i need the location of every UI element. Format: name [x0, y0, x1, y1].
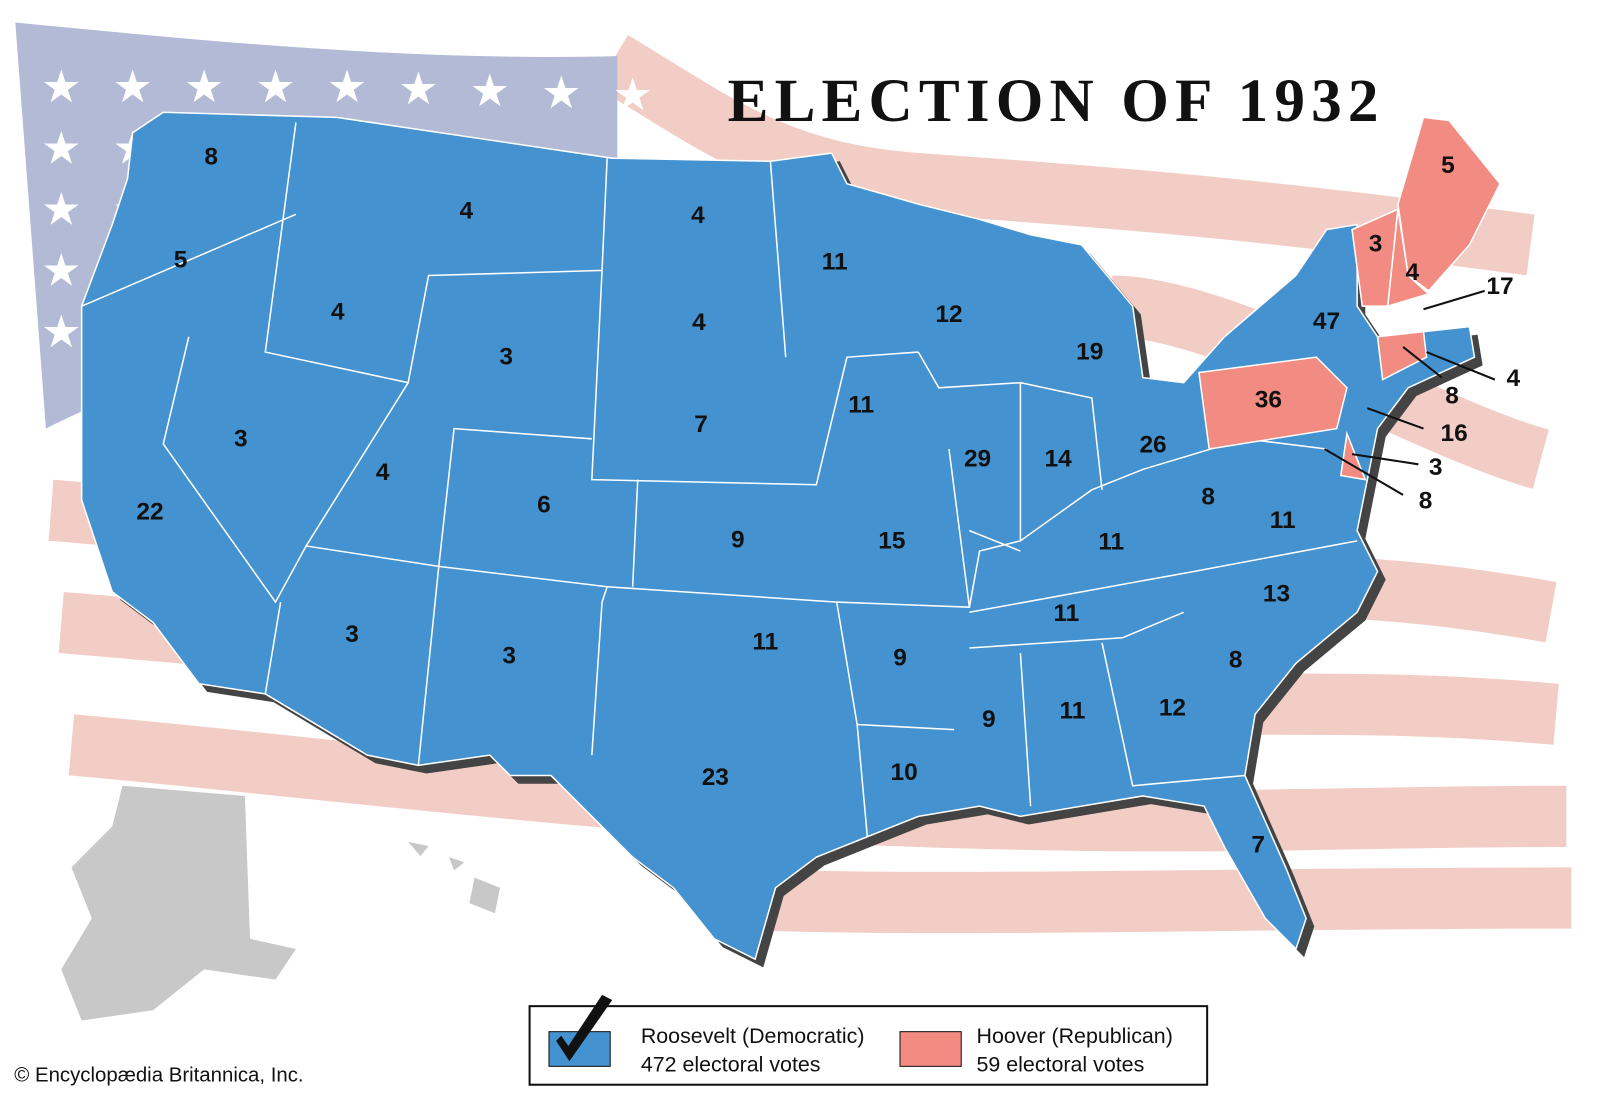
state-votes: 11 [1060, 698, 1086, 725]
star: ★ [470, 65, 510, 116]
leader-line [1351, 453, 1419, 466]
state-votes: 11 [822, 249, 848, 276]
state-votes: 9 [982, 706, 996, 733]
state-new-hampshire [1386, 209, 1431, 308]
leader-line [1402, 346, 1443, 379]
state-labels: 8 5 4 4 4 4 3 3 22 4 6 7 11 12 19 11 29 … [136, 144, 1520, 859]
mainland-roosevelt [80, 111, 1476, 961]
state-votes: 14 [1045, 446, 1073, 473]
legend-votes: 59 electoral votes [977, 1052, 1145, 1076]
leader-lines [1323, 289, 1496, 496]
state-votes: 7 [694, 411, 708, 438]
state-votes: 12 [935, 301, 962, 328]
state-votes: 11 [1053, 600, 1079, 627]
state-votes: 4 [331, 299, 345, 326]
state-votes: 47 [1313, 308, 1340, 335]
star: ★ [541, 67, 581, 118]
state-votes: 3 [1429, 454, 1443, 481]
star: ★ [113, 61, 153, 112]
state-votes: 9 [731, 526, 745, 553]
state-votes: 36 [1255, 387, 1282, 414]
star: ★ [255, 61, 295, 112]
state-votes: 16 [1440, 420, 1467, 447]
state-votes: 8 [1445, 382, 1459, 409]
state-votes: 6 [537, 492, 551, 519]
state-votes: 11 [1098, 528, 1124, 555]
state-votes: 11 [848, 392, 874, 419]
alaska [61, 785, 296, 1021]
star: ★ [41, 61, 81, 112]
legend-name: Roosevelt (Democratic) [641, 1024, 865, 1048]
state-votes: 4 [460, 198, 474, 225]
state-votes: 5 [1441, 152, 1455, 179]
state-votes: 8 [1229, 647, 1243, 674]
state-votes: 4 [692, 309, 706, 336]
star: ★ [184, 61, 224, 112]
state-votes: 8 [1201, 483, 1215, 510]
leader-line [1366, 407, 1424, 430]
state-votes: 10 [890, 759, 917, 786]
state-votes: 4 [1405, 259, 1419, 286]
state-votes: 26 [1139, 431, 1166, 458]
state-votes: 12 [1159, 695, 1186, 722]
leader-line [1426, 351, 1496, 381]
state-votes: 23 [702, 764, 729, 791]
leader-line [1323, 448, 1404, 496]
star: ★ [613, 69, 653, 120]
state-votes: 3 [499, 344, 513, 371]
state-votes: 11 [752, 628, 778, 655]
legend-box [528, 1005, 1209, 1086]
title: ELECTION OF 1932 [728, 67, 1385, 135]
credit: © Encyclopædia Britannica, Inc. [14, 1065, 303, 1087]
star: ★ [41, 306, 81, 357]
winner-check [556, 994, 613, 1062]
state-votes: 13 [1263, 580, 1290, 607]
hawaii [408, 841, 500, 914]
state-votes: 4 [1506, 365, 1520, 392]
state-votes: 5 [174, 247, 188, 274]
star: ★ [41, 245, 81, 296]
state-votes: 4 [376, 459, 390, 486]
state-votes: 9 [893, 645, 907, 672]
leader-line [1423, 289, 1485, 311]
state-votes: 3 [234, 425, 248, 452]
star: ★ [327, 61, 367, 112]
hoover-states [1198, 116, 1501, 481]
star: ★ [398, 63, 438, 114]
legend-name: Hoover (Republican) [977, 1024, 1173, 1048]
state-votes: 8 [204, 144, 218, 171]
state-votes: 17 [1486, 273, 1513, 300]
state-votes: 11 [1270, 507, 1296, 534]
star: ★ [41, 122, 81, 173]
state-votes: 19 [1076, 339, 1103, 366]
state-pennsylvania [1198, 356, 1348, 450]
state-votes: 3 [345, 621, 359, 648]
state-votes: 4 [691, 202, 705, 229]
state-votes: 22 [136, 499, 163, 526]
state-borders [81, 122, 1358, 837]
legend-swatch [899, 1031, 962, 1067]
legend-votes: 472 electoral votes [641, 1052, 821, 1076]
star: ★ [41, 184, 81, 235]
legend: Roosevelt (Democratic) 472 electoral vot… [528, 994, 1209, 1086]
state-votes: 15 [878, 527, 905, 554]
state-votes: 3 [502, 643, 516, 670]
state-votes: 8 [1419, 488, 1433, 515]
state-votes: 3 [1369, 230, 1383, 257]
state-connecticut [1376, 330, 1428, 381]
state-votes: 7 [1251, 831, 1265, 858]
state-votes: 29 [964, 446, 991, 473]
